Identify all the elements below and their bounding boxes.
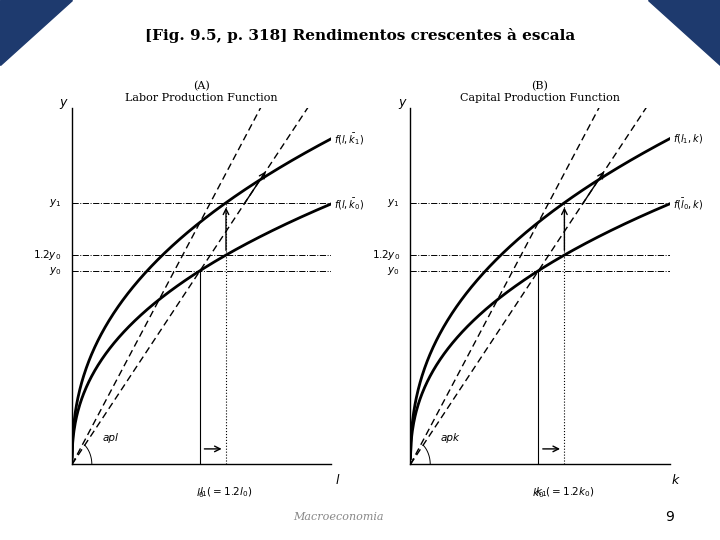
Text: $f(\bar{l}_0, k)$: $f(\bar{l}_0, k)$: [672, 196, 703, 212]
Text: $f(l_1, k)$: $f(l_1, k)$: [672, 132, 703, 146]
Text: $y_0$: $y_0$: [387, 265, 400, 276]
Text: Macroeconomia: Macroeconomia: [293, 512, 384, 522]
Text: $y_0$: $y_0$: [49, 265, 61, 276]
Title: (A)
Labor Production Function: (A) Labor Production Function: [125, 81, 278, 103]
Text: $f(l, \bar{k}_1)$: $f(l, \bar{k}_1)$: [334, 131, 364, 146]
Text: $l_1(= 1.2l_0)$: $l_1(= 1.2l_0)$: [199, 485, 253, 500]
Text: $k_0$: $k_0$: [532, 485, 544, 500]
Text: $k$: $k$: [671, 473, 680, 487]
Text: $1.2y_0$: $1.2y_0$: [33, 248, 61, 262]
Text: apl: apl: [102, 433, 118, 443]
Text: $l$: $l$: [335, 473, 340, 487]
Text: [Fig. 9.5, p. 318] Rendimentos crescentes à escala: [Fig. 9.5, p. 318] Rendimentos crescente…: [145, 28, 575, 43]
Title: (B)
Capital Production Function: (B) Capital Production Function: [460, 81, 620, 103]
Text: $1.2y_0$: $1.2y_0$: [372, 248, 400, 262]
Text: $y$: $y$: [398, 97, 408, 111]
Text: $f(l, \bar{k}_0)$: $f(l, \bar{k}_0)$: [334, 196, 364, 212]
Text: $k_1(= 1.2k_0)$: $k_1(= 1.2k_0)$: [534, 485, 594, 500]
Text: apk: apk: [441, 433, 460, 443]
Text: 9: 9: [665, 510, 674, 524]
Text: $y_1$: $y_1$: [387, 197, 400, 209]
Text: $y$: $y$: [60, 97, 69, 111]
Text: $l_0$: $l_0$: [196, 485, 204, 500]
Text: $y_1$: $y_1$: [49, 197, 61, 209]
